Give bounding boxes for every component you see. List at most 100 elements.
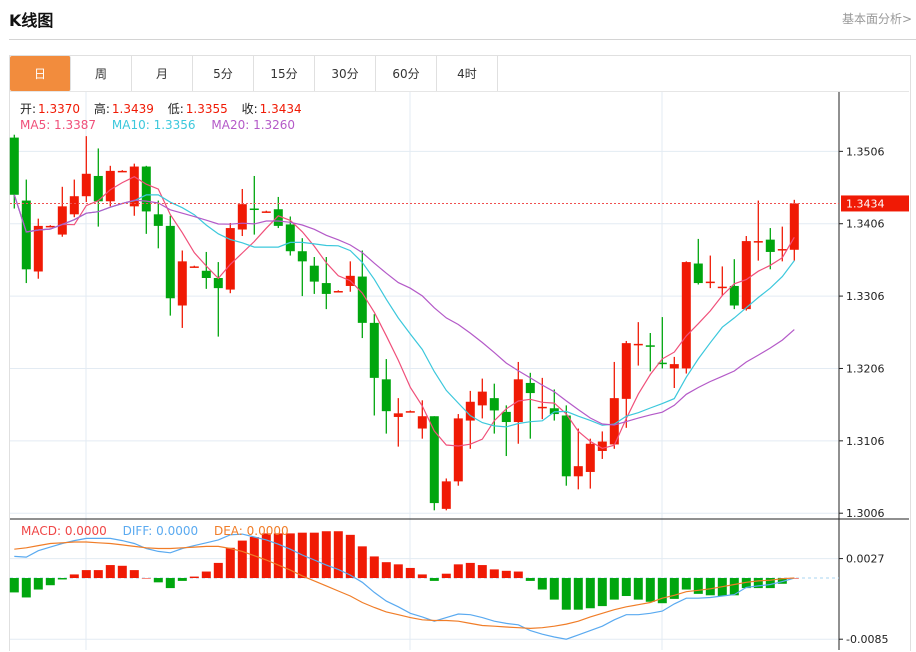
- price-tick-label: 1.3306: [846, 290, 885, 303]
- candle-body: [225, 228, 235, 290]
- candle: [489, 383, 499, 434]
- candle-body: [777, 249, 787, 251]
- candle-body: [405, 411, 415, 413]
- tab-30min[interactable]: 30分: [315, 56, 376, 91]
- candle-body: [597, 441, 607, 451]
- macd-bar: [225, 547, 235, 579]
- macd-bar: [81, 570, 91, 579]
- tab-day[interactable]: 日: [10, 56, 71, 91]
- ma5-value: MA5: 1.3387: [20, 118, 97, 132]
- candle-body: [333, 291, 343, 293]
- price-tick-label: 1.3106: [846, 435, 885, 448]
- candle: [309, 257, 319, 294]
- macd-bar: [597, 578, 607, 607]
- tab-month[interactable]: 月: [132, 56, 193, 91]
- candle: [573, 428, 583, 490]
- candle-body: [429, 416, 439, 504]
- candle: [69, 179, 79, 218]
- candle-body: [69, 196, 79, 215]
- macd-bar: [441, 573, 451, 579]
- tab-4hour[interactable]: 4时: [437, 56, 498, 91]
- candle-body: [561, 415, 571, 477]
- candle-body: [21, 200, 31, 270]
- candle-body: [441, 481, 451, 509]
- macd-bar: [321, 531, 331, 579]
- tab-week[interactable]: 周: [71, 56, 132, 91]
- current-price-badge: [841, 195, 909, 212]
- candle-body: [177, 261, 187, 306]
- candle-body: [81, 173, 91, 197]
- candle-body: [621, 343, 631, 399]
- ma20-line: [13, 194, 795, 426]
- candle: [273, 196, 283, 229]
- macd-bar: [453, 564, 463, 579]
- candle-body: [681, 262, 691, 369]
- candle: [705, 255, 715, 289]
- macd-bar: [513, 571, 523, 579]
- candle: [117, 170, 127, 173]
- macd-bar: [729, 578, 739, 596]
- tab-60min[interactable]: 60分: [376, 56, 437, 91]
- macd-bar: [585, 578, 595, 609]
- current-price-label: 1.3434: [846, 197, 885, 210]
- candle-body: [309, 265, 319, 282]
- macd-bar: [189, 576, 199, 579]
- macd-bar: [477, 565, 487, 579]
- candle-body: [105, 170, 115, 202]
- candle: [285, 216, 295, 256]
- candle: [549, 389, 559, 421]
- macd-bar: [429, 578, 439, 581]
- candle: [129, 163, 139, 216]
- chart-frame: [9, 55, 911, 651]
- candle: [93, 148, 103, 227]
- dea-value: DEA: 0.0000: [213, 524, 289, 538]
- candle: [177, 250, 187, 328]
- dea-line: [14, 541, 795, 630]
- candle-body: [465, 401, 475, 421]
- macd-bar: [165, 578, 175, 589]
- candle: [609, 361, 619, 449]
- tab-5min[interactable]: 5分: [193, 56, 254, 91]
- low-label: 低:: [167, 102, 184, 116]
- price-tick-label: 1.3406: [846, 218, 885, 231]
- macd-bar: [765, 578, 775, 589]
- candle: [381, 359, 391, 434]
- candle-body: [453, 418, 463, 482]
- candle: [261, 210, 271, 213]
- tab-15min[interactable]: 15分: [254, 56, 315, 91]
- candle: [501, 405, 511, 457]
- macd-bar: [393, 564, 403, 579]
- candle: [153, 200, 163, 249]
- candle-body: [237, 204, 247, 230]
- price-tick-label: 1.3206: [846, 362, 885, 375]
- low-value: 1.3355: [185, 102, 228, 116]
- fundamental-analysis-link[interactable]: 基本面分析>: [841, 12, 912, 26]
- candle: [33, 218, 43, 279]
- candle-body: [153, 214, 163, 226]
- candle: [441, 478, 451, 511]
- candle: [657, 317, 667, 369]
- candle-body: [117, 170, 127, 173]
- candle-body: [57, 206, 67, 235]
- candle: [81, 136, 91, 203]
- candle: [741, 236, 751, 311]
- macd-bar: [489, 569, 499, 579]
- macd-bar: [9, 578, 19, 593]
- candle: [369, 314, 379, 416]
- ma10-line: [13, 194, 795, 428]
- candle-body: [417, 416, 427, 429]
- macd-tick-label: -0.0085: [846, 633, 888, 646]
- candle: [105, 165, 115, 207]
- macd-bar: [333, 531, 343, 579]
- macd-bar: [285, 533, 295, 579]
- candle-body: [789, 203, 799, 250]
- candle: [213, 262, 223, 337]
- candle-body: [201, 270, 211, 278]
- candle: [165, 215, 175, 316]
- candle-body: [705, 281, 715, 284]
- macd-bar: [69, 574, 79, 579]
- candle: [57, 186, 67, 237]
- macd-bar: [249, 536, 259, 579]
- candle-body: [549, 408, 559, 415]
